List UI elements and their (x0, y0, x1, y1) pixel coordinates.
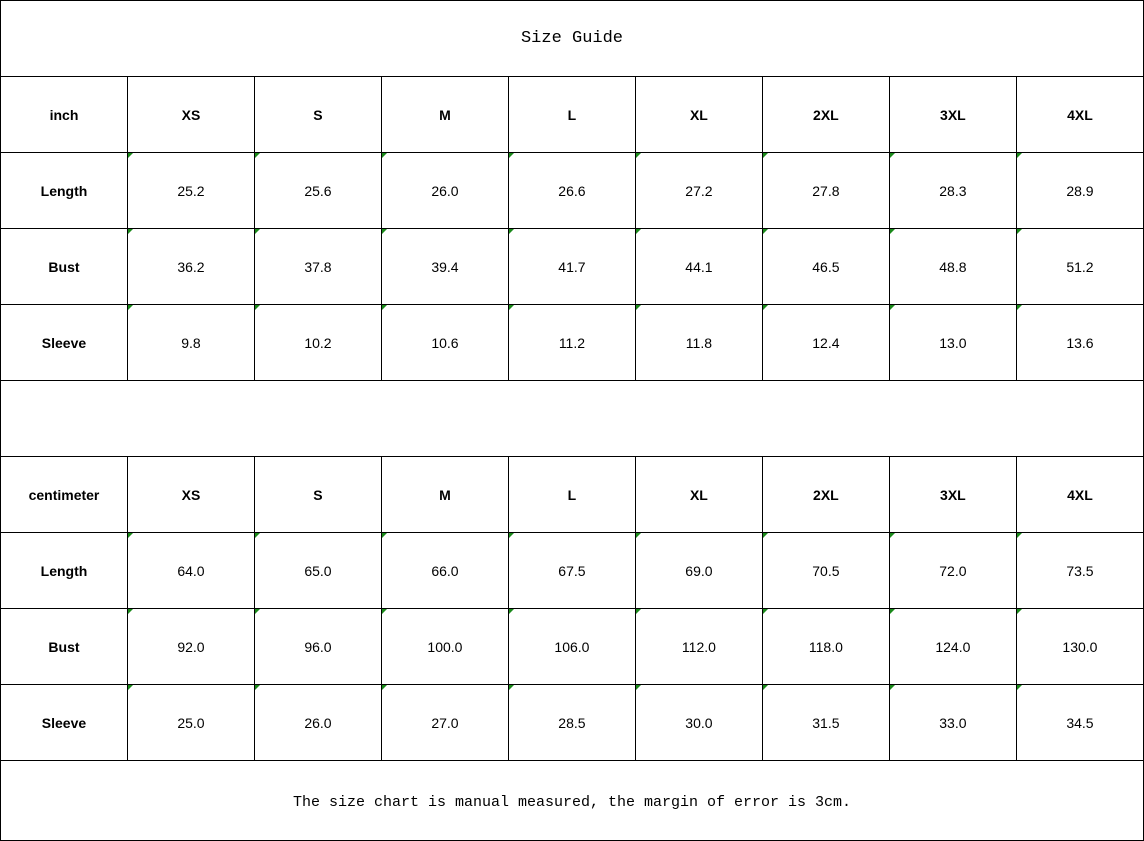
measurement-value: 106.0 (507, 608, 636, 685)
table-row: Length 64.0 65.0 66.0 67.5 69.0 70.5 72.0 73.5 (0, 532, 1144, 609)
measurement-value: 13.6 (1015, 304, 1144, 381)
measurement-label: Length (0, 532, 128, 609)
measurement-value: 27.0 (380, 684, 509, 761)
measurement-value: 39.4 (380, 228, 509, 305)
size-guide-title: Size Guide (0, 0, 1144, 77)
size-header-l: L (507, 76, 636, 153)
measurement-value: 96.0 (253, 608, 382, 685)
table-row: Sleeve 25.0 26.0 27.0 28.5 30.0 31.5 33.0 34.5 (0, 684, 1144, 761)
measurement-value: 28.3 (888, 152, 1017, 229)
measurement-value: 10.2 (253, 304, 382, 381)
measurement-value: 10.6 (380, 304, 509, 381)
measurement-value: 70.5 (761, 532, 890, 609)
measurement-value: 69.0 (634, 532, 763, 609)
size-header-2xl: 2XL (761, 76, 890, 153)
size-header-xs: XS (126, 456, 255, 533)
size-header-l: L (507, 456, 636, 533)
measurement-value: 12.4 (761, 304, 890, 381)
note-row: The size chart is manual measured, the m… (0, 760, 1144, 841)
measurement-value: 36.2 (126, 228, 255, 305)
measurement-value: 34.5 (1015, 684, 1144, 761)
measurement-value: 31.5 (761, 684, 890, 761)
measurement-value: 28.9 (1015, 152, 1144, 229)
measurement-label: Sleeve (0, 304, 128, 381)
measurement-value: 130.0 (1015, 608, 1144, 685)
unit-label: centimeter (0, 456, 128, 533)
measurement-value: 67.5 (507, 532, 636, 609)
size-header-4xl: 4XL (1015, 456, 1144, 533)
table-row: Length 25.2 25.6 26.0 26.6 27.2 27.8 28.3 28.9 (0, 152, 1144, 229)
size-header-4xl: 4XL (1015, 76, 1144, 153)
table-row: Sleeve 9.8 10.2 10.6 11.2 11.8 12.4 13.0 13.6 (0, 304, 1144, 381)
header-row: centimeter XS S M L XL 2XL 3XL 4XL (0, 456, 1144, 533)
size-header-s: S (253, 76, 382, 153)
measurement-value: 25.2 (126, 152, 255, 229)
measurement-label: Bust (0, 228, 128, 305)
measurement-value: 65.0 (253, 532, 382, 609)
header-row: inch XS S M L XL 2XL 3XL 4XL (0, 76, 1144, 153)
size-header-m: M (380, 456, 509, 533)
size-header-xl: XL (634, 456, 763, 533)
measurement-value: 26.0 (253, 684, 382, 761)
measurement-value: 27.2 (634, 152, 763, 229)
measurement-value: 26.6 (507, 152, 636, 229)
title-row: Size Guide (0, 0, 1144, 77)
measurement-value: 37.8 (253, 228, 382, 305)
measurement-note: The size chart is manual measured, the m… (0, 760, 1144, 841)
size-header-s: S (253, 456, 382, 533)
measurement-value: 11.2 (507, 304, 636, 381)
size-header-3xl: 3XL (888, 456, 1017, 533)
measurement-value: 11.8 (634, 304, 763, 381)
measurement-value: 51.2 (1015, 228, 1144, 305)
size-header-m: M (380, 76, 509, 153)
measurement-value: 27.8 (761, 152, 890, 229)
spacer-row (0, 380, 1144, 457)
measurement-value: 41.7 (507, 228, 636, 305)
measurement-value: 28.5 (507, 684, 636, 761)
measurement-value: 30.0 (634, 684, 763, 761)
measurement-value: 26.0 (380, 152, 509, 229)
measurement-value: 33.0 (888, 684, 1017, 761)
size-header-3xl: 3XL (888, 76, 1017, 153)
measurement-value: 25.6 (253, 152, 382, 229)
size-header-xs: XS (126, 76, 255, 153)
measurement-value: 48.8 (888, 228, 1017, 305)
spacer-cell (0, 380, 1144, 457)
size-header-2xl: 2XL (761, 456, 890, 533)
measurement-value: 118.0 (761, 608, 890, 685)
measurement-value: 64.0 (126, 532, 255, 609)
measurement-value: 100.0 (380, 608, 509, 685)
measurement-value: 112.0 (634, 608, 763, 685)
measurement-label: Length (0, 152, 128, 229)
measurement-value: 73.5 (1015, 532, 1144, 609)
measurement-value: 46.5 (761, 228, 890, 305)
size-header-xl: XL (634, 76, 763, 153)
measurement-value: 124.0 (888, 608, 1017, 685)
measurement-value: 92.0 (126, 608, 255, 685)
table-row: Bust 92.0 96.0 100.0 106.0 112.0 118.0 124.0 130… (0, 608, 1144, 685)
measurement-value: 66.0 (380, 532, 509, 609)
unit-label: inch (0, 76, 128, 153)
measurement-value: 44.1 (634, 228, 763, 305)
measurement-value: 25.0 (126, 684, 255, 761)
measurement-value: 72.0 (888, 532, 1017, 609)
measurement-label: Bust (0, 608, 128, 685)
measurement-value: 9.8 (126, 304, 255, 381)
table-row: Bust 36.2 37.8 39.4 41.7 44.1 46.5 48.8 51.2 (0, 228, 1144, 305)
measurement-value: 13.0 (888, 304, 1017, 381)
measurement-label: Sleeve (0, 684, 128, 761)
